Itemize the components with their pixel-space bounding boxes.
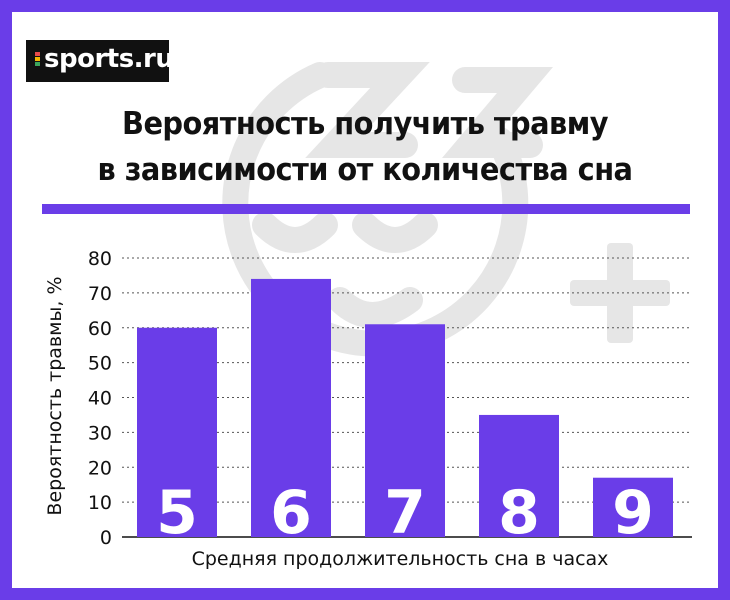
y-tick-label: 10	[88, 492, 112, 514]
x-category-label: 6	[270, 478, 312, 548]
logo-text: sports.ru	[44, 44, 174, 74]
y-tick-label: 80	[88, 248, 112, 270]
y-tick-label: 30	[88, 422, 112, 444]
chart-title-line2: в зависимости от количества сна	[97, 152, 633, 188]
logo-dots-icon	[35, 52, 40, 70]
y-tick-label: 60	[88, 318, 112, 340]
x-category-label: 9	[612, 478, 654, 548]
x-category-label: 7	[384, 478, 426, 548]
bar	[251, 278, 331, 537]
bar	[137, 327, 217, 537]
x-category-label: 8	[498, 478, 540, 548]
y-tick-label: 0	[100, 527, 112, 549]
y-tick-label: 50	[88, 353, 112, 375]
y-tick-label: 70	[88, 283, 112, 305]
y-tick-label: 40	[88, 388, 112, 410]
x-category-label: 5	[156, 478, 198, 548]
title-divider	[42, 204, 690, 214]
bar	[365, 324, 445, 537]
chart-title-line1: Вероятность получить травму	[122, 106, 608, 142]
x-axis-label: Средняя продолжительность сна в часах	[191, 548, 609, 570]
bar	[593, 477, 673, 537]
sports-ru-logo: sports.ru	[26, 40, 174, 82]
bar	[479, 414, 559, 537]
y-tick-label: 20	[88, 457, 112, 479]
y-axis-label: Вероятность травмы, %	[44, 276, 66, 516]
